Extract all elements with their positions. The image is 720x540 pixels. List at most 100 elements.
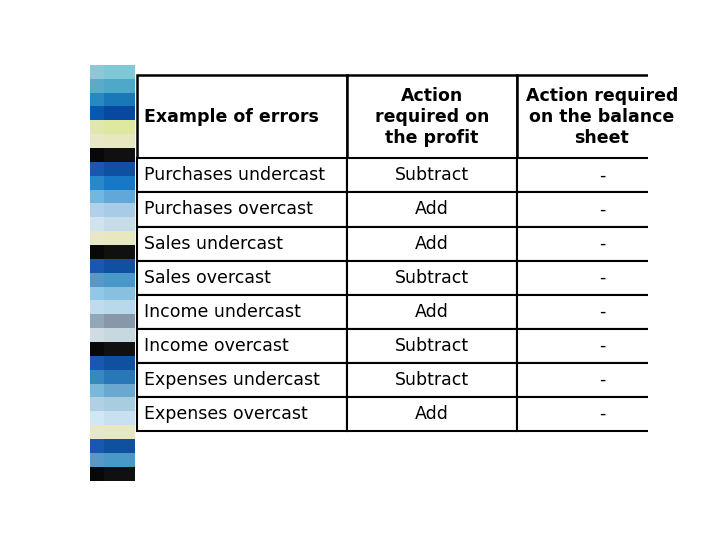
Bar	[90, 453, 104, 467]
Bar	[104, 314, 135, 328]
Bar	[104, 411, 135, 425]
Text: -: -	[599, 337, 605, 355]
Bar	[104, 231, 135, 245]
Text: Expenses overcast: Expenses overcast	[144, 405, 308, 423]
Bar	[104, 342, 135, 356]
Text: Add: Add	[415, 303, 449, 321]
Bar	[90, 467, 104, 481]
Bar	[90, 425, 104, 439]
Bar	[517, 192, 687, 227]
Bar	[90, 383, 104, 397]
Text: Sales undercast: Sales undercast	[144, 234, 283, 253]
Bar	[104, 370, 135, 383]
Bar	[90, 356, 104, 370]
Bar	[90, 328, 104, 342]
Text: -: -	[599, 371, 605, 389]
Bar	[517, 158, 687, 192]
Bar	[104, 190, 135, 204]
Text: -: -	[599, 303, 605, 321]
Bar	[104, 204, 135, 217]
Text: Add: Add	[415, 405, 449, 423]
Bar	[517, 75, 687, 158]
Bar	[90, 134, 104, 148]
Bar	[104, 217, 135, 231]
Bar	[104, 383, 135, 397]
Bar	[104, 92, 135, 106]
Bar	[104, 162, 135, 176]
Bar	[104, 439, 135, 453]
Bar	[104, 106, 135, 120]
Bar	[347, 75, 517, 158]
Bar	[347, 261, 517, 295]
Bar	[104, 397, 135, 411]
Text: Subtract: Subtract	[395, 166, 469, 184]
Bar	[104, 356, 135, 370]
Bar	[90, 231, 104, 245]
Bar	[138, 363, 347, 397]
Bar	[138, 329, 347, 363]
Bar	[90, 259, 104, 273]
Bar	[138, 261, 347, 295]
Bar	[517, 363, 687, 397]
Bar	[90, 79, 104, 92]
Text: Add: Add	[415, 200, 449, 219]
Bar	[104, 273, 135, 287]
Bar	[104, 176, 135, 190]
Bar	[90, 204, 104, 217]
Bar	[104, 79, 135, 92]
Bar	[104, 134, 135, 148]
Text: Purchases overcast: Purchases overcast	[144, 200, 313, 219]
Bar	[104, 120, 135, 134]
Bar	[104, 259, 135, 273]
Text: -: -	[599, 234, 605, 253]
Bar	[90, 120, 104, 134]
Bar	[90, 300, 104, 314]
Text: Purchases undercast: Purchases undercast	[144, 166, 325, 184]
Bar	[517, 397, 687, 431]
Text: -: -	[599, 166, 605, 184]
Bar	[347, 158, 517, 192]
Text: Income undercast: Income undercast	[144, 303, 301, 321]
Bar	[90, 190, 104, 204]
Bar	[90, 176, 104, 190]
Bar	[104, 328, 135, 342]
Bar	[90, 370, 104, 383]
Bar	[90, 92, 104, 106]
Bar	[90, 411, 104, 425]
Text: Subtract: Subtract	[395, 337, 469, 355]
Bar	[517, 261, 687, 295]
Bar	[104, 467, 135, 481]
Bar	[138, 295, 347, 329]
Text: Example of errors: Example of errors	[144, 108, 319, 126]
Text: -: -	[599, 200, 605, 219]
Bar	[90, 245, 104, 259]
Text: Sales overcast: Sales overcast	[144, 269, 271, 287]
Bar	[104, 287, 135, 300]
Text: -: -	[599, 405, 605, 423]
Bar	[104, 65, 135, 79]
Bar	[90, 65, 104, 79]
Bar	[90, 273, 104, 287]
Bar	[90, 217, 104, 231]
Bar	[347, 295, 517, 329]
Text: Subtract: Subtract	[395, 269, 469, 287]
Text: Subtract: Subtract	[395, 371, 469, 389]
Bar	[104, 245, 135, 259]
Bar	[90, 287, 104, 300]
Text: Income overcast: Income overcast	[144, 337, 289, 355]
Bar	[138, 158, 347, 192]
Text: Action required
on the balance
sheet: Action required on the balance sheet	[526, 87, 678, 146]
Bar	[138, 227, 347, 261]
Bar	[90, 439, 104, 453]
Text: Expenses undercast: Expenses undercast	[144, 371, 320, 389]
Bar	[347, 227, 517, 261]
Bar	[517, 329, 687, 363]
Bar	[347, 329, 517, 363]
Text: Add: Add	[415, 234, 449, 253]
Bar	[90, 162, 104, 176]
Bar	[90, 397, 104, 411]
Bar	[104, 425, 135, 439]
Bar	[138, 192, 347, 227]
Text: Action
required on
the profit: Action required on the profit	[374, 87, 489, 146]
Bar	[517, 295, 687, 329]
